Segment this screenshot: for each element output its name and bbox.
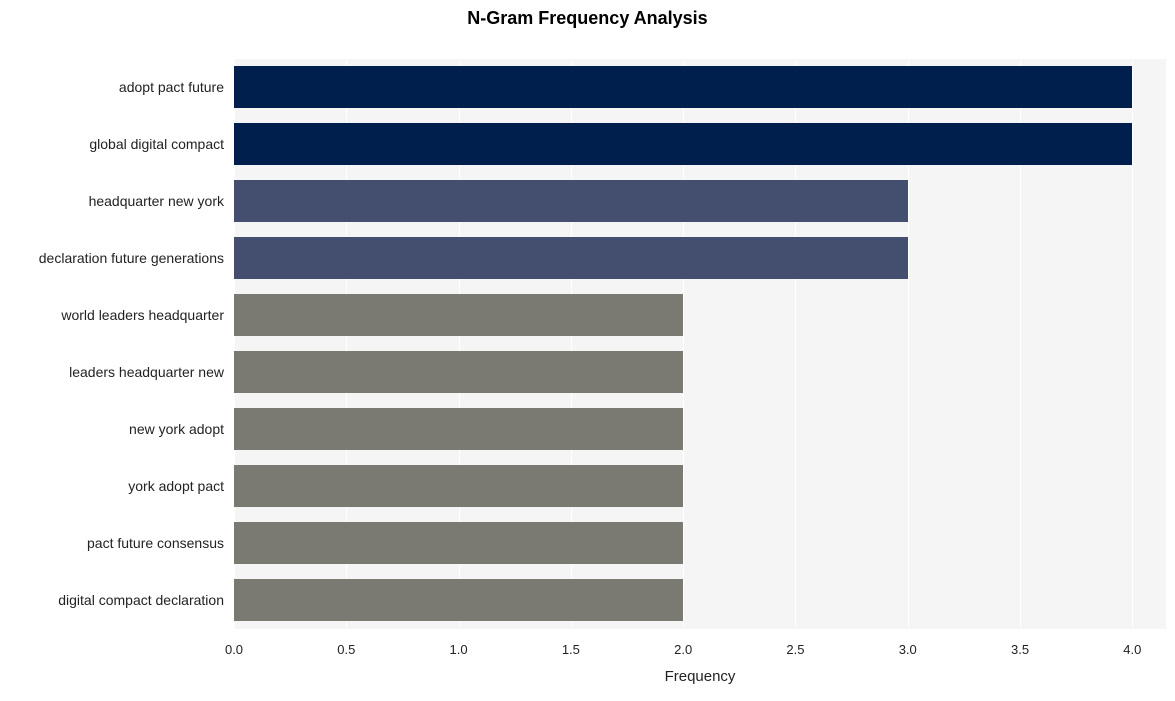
x-axis-tick: 0.5: [337, 642, 355, 657]
y-axis-label: leaders headquarter new: [69, 364, 224, 380]
x-axis-tick: 1.5: [562, 642, 580, 657]
plot-area: 0.00.51.01.52.02.53.03.54.0: [234, 36, 1166, 636]
ngram-frequency-chart: N-Gram Frequency Analysis adopt pact fut…: [0, 0, 1175, 701]
y-axis-label: new york adopt: [129, 421, 224, 437]
x-axis-tick: 1.0: [450, 642, 468, 657]
x-axis-tick: 2.0: [674, 642, 692, 657]
bar: [234, 465, 683, 507]
y-axis-label: global digital compact: [89, 136, 224, 152]
y-axis-labels: adopt pact future global digital compact h…: [0, 36, 230, 636]
bar: [234, 180, 908, 222]
bar: [234, 66, 1132, 108]
bar: [234, 579, 683, 621]
bar: [234, 522, 683, 564]
y-axis-label: digital compact declaration: [58, 592, 224, 608]
bar: [234, 237, 908, 279]
chart-title: N-Gram Frequency Analysis: [0, 8, 1175, 29]
y-axis-label: york adopt pact: [128, 478, 224, 494]
y-axis-label: world leaders headquarter: [61, 307, 224, 323]
y-axis-label: declaration future generations: [39, 250, 224, 266]
x-axis-title: Frequency: [665, 668, 736, 685]
bar: [234, 351, 683, 393]
y-axis-label: pact future consensus: [87, 535, 224, 551]
bar: [234, 123, 1132, 165]
grid-vline: [1132, 36, 1133, 636]
x-axis-tick: 3.0: [899, 642, 917, 657]
bar: [234, 294, 683, 336]
x-axis-tick: 3.5: [1011, 642, 1029, 657]
x-axis-tick: 0.0: [225, 642, 243, 657]
y-axis-label: adopt pact future: [119, 79, 224, 95]
bar: [234, 408, 683, 450]
x-axis-tick: 4.0: [1123, 642, 1141, 657]
x-axis-tick: 2.5: [786, 642, 804, 657]
y-axis-label: headquarter new york: [89, 193, 224, 209]
